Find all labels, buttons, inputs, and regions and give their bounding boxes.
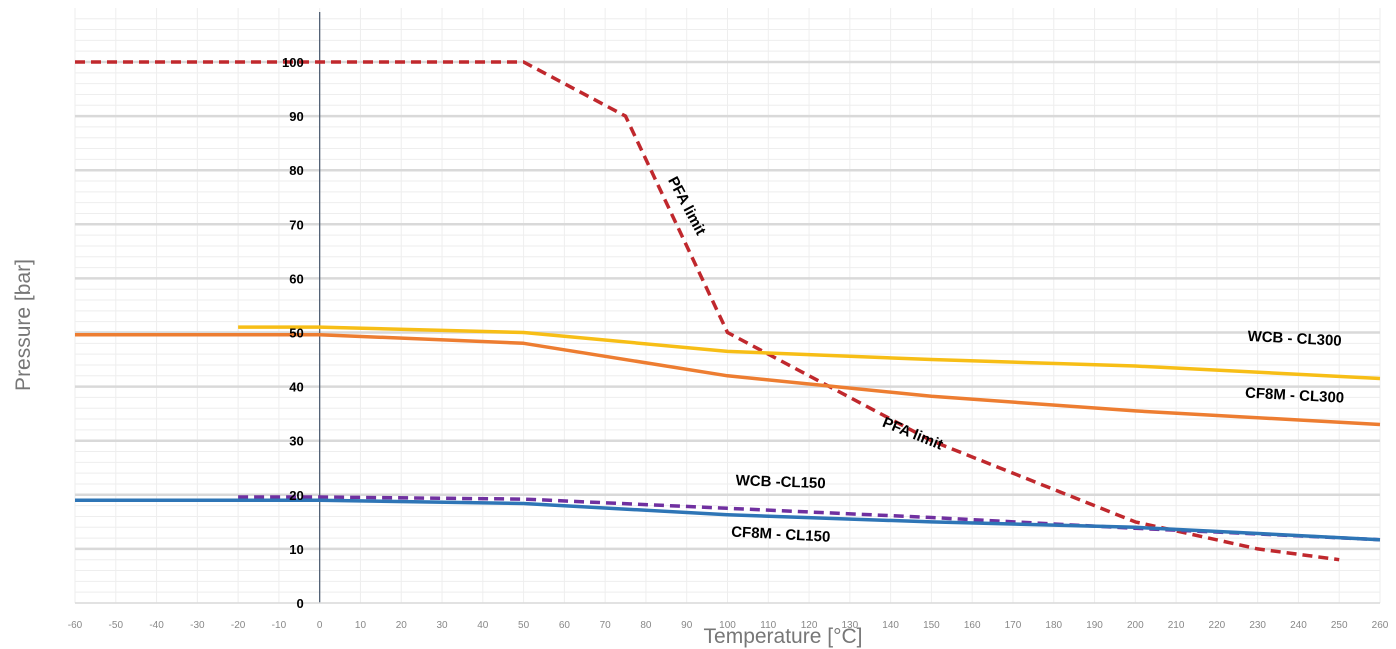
x-tick-labels: -60 -50 -40 -30 -20 -10 0 10 20 30 40 50 60 70 80 90 100… xyxy=(68,620,1389,631)
x-tick-label: -30 xyxy=(190,620,205,631)
x-tick-label: 0 xyxy=(317,620,323,631)
x-tick-label: 60 xyxy=(559,620,571,631)
y-tick-label: 80 xyxy=(289,163,303,178)
x-tick-label: 150 xyxy=(923,620,940,631)
y-tick-labels: 0 10 20 30 40 50 60 70 80 90 100 xyxy=(282,55,304,611)
series-line-wcb_cl300 xyxy=(238,325,1381,381)
series-line-pfa xyxy=(75,60,1340,562)
x-tick-label: 20 xyxy=(396,620,408,631)
x-tick-label: 10 xyxy=(355,620,367,631)
x-tick-label: 220 xyxy=(1209,620,1226,631)
y-tick-label: 100 xyxy=(282,55,304,70)
x-tick-label: 40 xyxy=(477,620,489,631)
x-tick-label: -50 xyxy=(109,620,124,631)
x-tick-label: 210 xyxy=(1168,620,1185,631)
x-tick-label: 190 xyxy=(1086,620,1103,631)
x-tick-label: 180 xyxy=(1045,620,1062,631)
x-tick-label: 90 xyxy=(681,620,693,631)
y-tick-label: 20 xyxy=(289,488,303,503)
major-gridlines xyxy=(75,60,1380,551)
x-tick-label: 250 xyxy=(1331,620,1348,631)
y-tick-label: 50 xyxy=(289,326,303,341)
x-tick-label: 30 xyxy=(436,620,448,631)
x-tick-label: 100 xyxy=(719,620,736,631)
x-tick-label: 70 xyxy=(600,620,612,631)
y-tick-label: 60 xyxy=(289,271,303,286)
series-layer xyxy=(75,60,1381,562)
x-tick-label: -60 xyxy=(68,620,83,631)
x-tick-label: 80 xyxy=(640,620,652,631)
x-tick-label: 160 xyxy=(964,620,981,631)
x-tick-label: -40 xyxy=(149,620,164,631)
y-tick-label: 90 xyxy=(289,109,303,124)
annotation-label: PFA limit xyxy=(880,414,945,454)
y-tick-label: 0 xyxy=(296,596,303,611)
x-tick-label: 260 xyxy=(1372,620,1389,631)
x-tick-label: 170 xyxy=(1005,620,1022,631)
y-tick-label: 40 xyxy=(289,380,303,395)
x-tick-label: 230 xyxy=(1249,620,1266,631)
x-tick-label: 110 xyxy=(760,620,776,631)
series-line-cf8m_cl150 xyxy=(75,498,1381,542)
y-tick-label: 70 xyxy=(289,217,303,232)
y-tick-label: 10 xyxy=(289,542,303,557)
x-tick-label: 140 xyxy=(882,620,899,631)
x-tick-label: 50 xyxy=(518,620,530,631)
x-tick-label: -10 xyxy=(272,620,287,631)
x-tick-label: 130 xyxy=(842,620,859,631)
annotation-label: WCB - CL300 xyxy=(1247,328,1342,350)
y-tick-label: 30 xyxy=(289,434,303,449)
y-axis-title: Pressure [bar] xyxy=(12,259,35,391)
annotation-label: CF8M - CL150 xyxy=(731,524,831,546)
series-line-cf8m_cl300 xyxy=(75,332,1381,427)
annotation-label: CF8M - CL300 xyxy=(1245,385,1345,407)
x-tick-label: -20 xyxy=(231,620,246,631)
x-tick-label: 200 xyxy=(1127,620,1144,631)
x-tick-label: 240 xyxy=(1290,620,1307,631)
x-axis-title: Temperature [°C] xyxy=(704,625,863,648)
annotation-label: WCB -CL150 xyxy=(735,472,826,492)
x-tick-label: 120 xyxy=(801,620,818,631)
